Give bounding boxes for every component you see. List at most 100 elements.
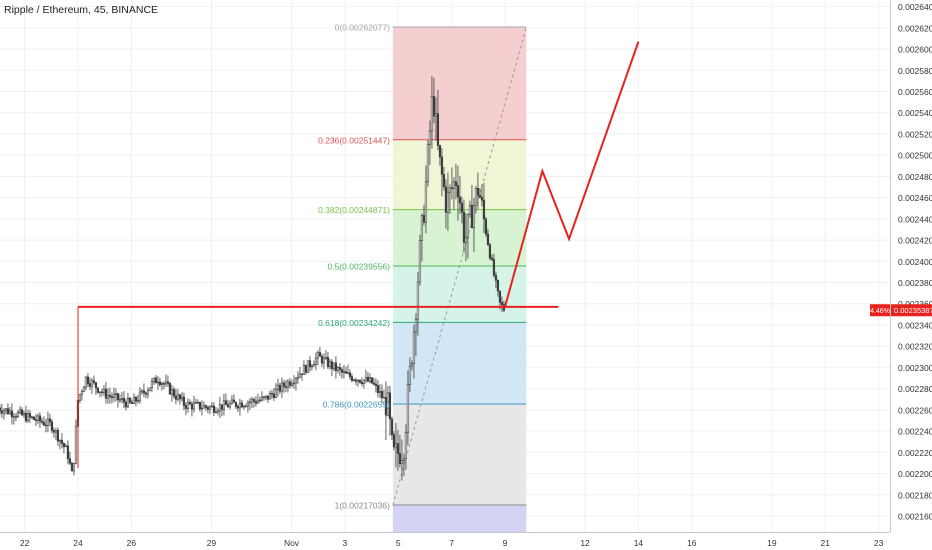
fib-level-label: 1(0.00217036): [335, 501, 390, 511]
candle-body: [172, 389, 176, 397]
candle-body: [356, 379, 360, 382]
candle-body: [32, 416, 36, 420]
candle-body: [494, 275, 498, 281]
candle-body: [448, 187, 452, 193]
time-tick-label: 19: [767, 538, 777, 548]
price-tick-label: 0.00242000: [898, 236, 932, 246]
fibonacci-labels: 0(0.00262077) 0.236(0.00251447) 0.382(0.00…: [318, 23, 390, 511]
candle-body: [262, 396, 266, 398]
candle-body: [212, 405, 216, 413]
candle-body: [392, 434, 396, 448]
price-tick-label: 0.00226000: [898, 405, 932, 415]
candle-body: [390, 418, 394, 435]
candle-body: [88, 383, 92, 387]
candle-body: [324, 357, 328, 359]
candle-body: [126, 397, 130, 408]
candlestick-series: [0, 76, 506, 481]
candle-body: [26, 413, 30, 422]
candle-body: [430, 96, 434, 132]
candle-body: [46, 418, 50, 426]
candle-body: [402, 458, 406, 461]
price-tick-label: 0.00264000: [898, 2, 932, 12]
candle-body: [412, 331, 416, 364]
candle-body: [54, 430, 58, 433]
candle-body: [310, 365, 314, 368]
candle-body: [106, 394, 110, 399]
candle-body: [414, 318, 418, 333]
candle-body: [174, 395, 178, 400]
candle-body: [184, 405, 188, 409]
candle-body: [404, 431, 408, 460]
candle-body: [80, 391, 84, 395]
candle-body: [236, 406, 240, 409]
price-tick-label: 0.00228000: [898, 384, 932, 394]
candle-body: [120, 397, 124, 400]
candle-body: [500, 302, 504, 305]
candle-body: [454, 181, 458, 186]
candle-body: [300, 373, 304, 376]
candle-body: [254, 401, 258, 404]
candle-body: [348, 372, 352, 377]
candle-body: [274, 388, 278, 398]
candle-body: [118, 399, 122, 401]
candle-body: [136, 400, 140, 402]
candle-body: [134, 397, 138, 402]
candle-body: [36, 415, 40, 422]
candle-body: [354, 379, 358, 382]
candle-body: [292, 382, 296, 385]
candle-body: [338, 367, 342, 370]
drawings[interactable]: [77, 41, 640, 469]
candle-body: [210, 405, 214, 408]
candle-body: [2, 410, 6, 414]
fib-level-label: 0.382(0.00244871): [318, 205, 390, 215]
candle-body: [426, 144, 430, 183]
fib-band: [392, 27, 527, 140]
candle-body: [180, 396, 184, 400]
candle-body: [216, 410, 220, 413]
candle-body: [272, 393, 276, 398]
price-tick-label: 0.00262000: [898, 23, 932, 33]
candle-body: [82, 386, 86, 392]
candle-body: [72, 462, 76, 472]
candle-body: [334, 362, 338, 371]
candle-body: [176, 394, 180, 400]
candle-body: [470, 204, 474, 229]
candle-body: [226, 404, 230, 408]
candle-body: [140, 390, 144, 393]
candle-body: [192, 402, 196, 410]
price-tick-label: 0.00238000: [898, 278, 932, 288]
time-tick-label: 23: [874, 538, 884, 548]
price-tick-label: 0.00256000: [898, 87, 932, 97]
candle-body: [182, 396, 186, 406]
candle-body: [230, 399, 234, 404]
price-axis[interactable]: 0.00216000 0.00218000 0.00220000 0.00222000…: [870, 0, 932, 532]
price-change-label: 4.46%: [870, 308, 890, 315]
candle-body: [246, 402, 250, 407]
candle-body: [14, 416, 18, 418]
price-tick-label: 0.00230000: [898, 363, 932, 373]
candle-body: [38, 415, 42, 422]
candle-body: [446, 191, 450, 213]
candle-body: [268, 393, 272, 400]
price-tick-label: 0.00232000: [898, 342, 932, 352]
candle-body: [436, 113, 440, 146]
candle-body: [138, 391, 142, 402]
candle-body: [444, 186, 448, 213]
candle-body: [110, 396, 114, 398]
candle-body: [108, 394, 112, 397]
candle-body: [276, 384, 280, 390]
candle-body: [280, 382, 284, 392]
fibonacci-retracement[interactable]: [392, 26, 527, 532]
candle-body: [374, 383, 378, 386]
candle-body: [432, 96, 436, 117]
candle-body: [312, 364, 316, 367]
candle-body: [286, 381, 290, 388]
price-tick-label: 0.00260000: [898, 45, 932, 55]
candle-body: [376, 385, 380, 393]
candle-body: [452, 181, 456, 190]
candle-body: [224, 400, 228, 406]
candle-body: [4, 408, 8, 411]
time-axis[interactable]: 22 24 26 29 Nov 3 5 7 9 12 14 16 19 21 23: [0, 532, 890, 549]
